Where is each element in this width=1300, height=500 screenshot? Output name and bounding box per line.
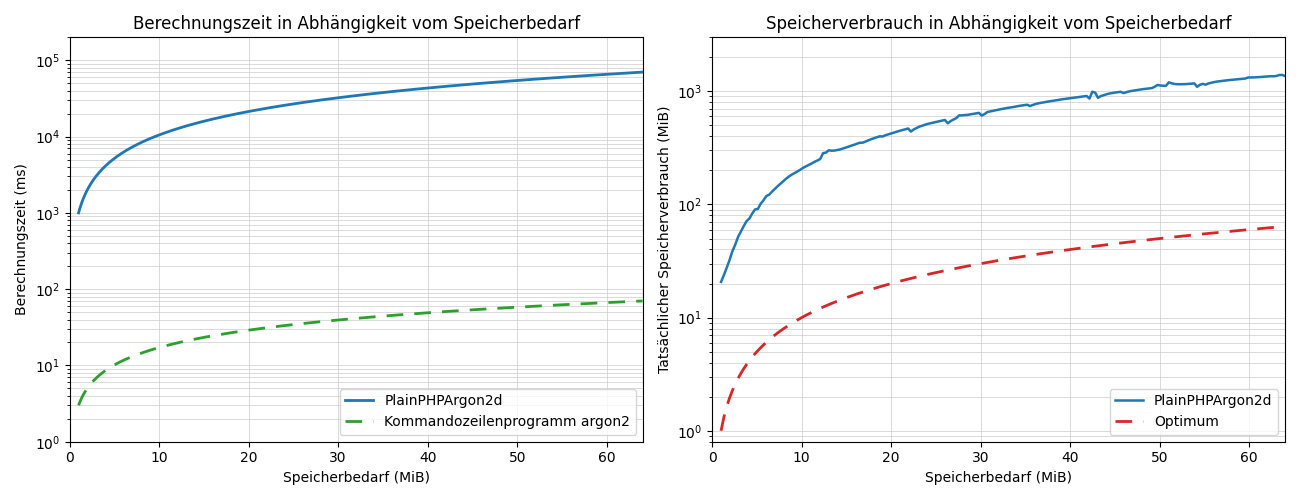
PlainPHPArgon2d	[747, 206, 763, 212]
Optimum	[1277, 224, 1292, 230]
X-axis label: Speicherbedarf (MiB): Speicherbedarf (MiB)	[926, 471, 1072, 485]
Line: Kommandozeilenprogramm argon2: Kommandozeilenprogramm argon2	[78, 301, 642, 406]
Optimum	[747, 350, 763, 356]
Optimum	[736, 366, 751, 372]
Legend: PlainPHPArgon2d, Optimum: PlainPHPArgon2d, Optimum	[1110, 388, 1278, 435]
Line: PlainPHPArgon2d: PlainPHPArgon2d	[78, 72, 642, 213]
PlainPHPArgon2d	[1228, 76, 1244, 82]
PlainPHPArgon2d	[338, 94, 354, 100]
Kommandozeilenprogramm argon2	[407, 310, 422, 316]
PlainPHPArgon2d	[714, 279, 729, 285]
X-axis label: Speicherbedarf (MiB): Speicherbedarf (MiB)	[282, 471, 429, 485]
PlainPHPArgon2d	[634, 69, 650, 75]
PlainPHPArgon2d	[407, 86, 422, 92]
PlainPHPArgon2d	[736, 223, 751, 229]
Kommandozeilenprogramm argon2	[376, 313, 391, 319]
Y-axis label: Tatsächlicher Speicherverbrauch (MiB): Tatsächlicher Speicherverbrauch (MiB)	[658, 106, 672, 374]
Kommandozeilenprogramm argon2	[634, 298, 650, 304]
PlainPHPArgon2d	[621, 70, 637, 76]
PlainPHPArgon2d	[1274, 72, 1290, 78]
Title: Berechnungszeit in Abhängigkeit vom Speicherbedarf: Berechnungszeit in Abhängigkeit vom Spei…	[133, 15, 580, 33]
PlainPHPArgon2d	[863, 136, 879, 142]
Title: Speicherverbrauch in Abhängigkeit vom Speicherbedarf: Speicherverbrauch in Abhängigkeit vom Sp…	[766, 15, 1231, 33]
Kommandozeilenprogramm argon2	[338, 316, 354, 322]
Kommandozeilenprogramm argon2	[533, 303, 549, 309]
PlainPHPArgon2d	[342, 94, 358, 100]
PlainPHPArgon2d	[818, 150, 833, 156]
PlainPHPArgon2d	[533, 76, 549, 82]
Kommandozeilenprogramm argon2	[342, 316, 358, 322]
Line: PlainPHPArgon2d: PlainPHPArgon2d	[722, 75, 1284, 282]
Optimum	[1228, 228, 1244, 234]
Optimum	[818, 303, 833, 309]
Y-axis label: Berechnungszeit (ms): Berechnungszeit (ms)	[16, 164, 29, 316]
Legend: PlainPHPArgon2d, Kommandozeilenprogramm argon2: PlainPHPArgon2d, Kommandozeilenprogramm …	[339, 388, 636, 435]
Optimum	[1249, 226, 1265, 232]
PlainPHPArgon2d	[376, 90, 391, 96]
Kommandozeilenprogramm argon2	[621, 298, 637, 304]
PlainPHPArgon2d	[1249, 74, 1265, 80]
PlainPHPArgon2d	[1277, 73, 1292, 79]
Optimum	[863, 286, 879, 292]
PlainPHPArgon2d	[70, 210, 86, 216]
Kommandozeilenprogramm argon2	[70, 402, 86, 408]
Optimum	[714, 428, 729, 434]
Line: Optimum: Optimum	[722, 226, 1284, 431]
